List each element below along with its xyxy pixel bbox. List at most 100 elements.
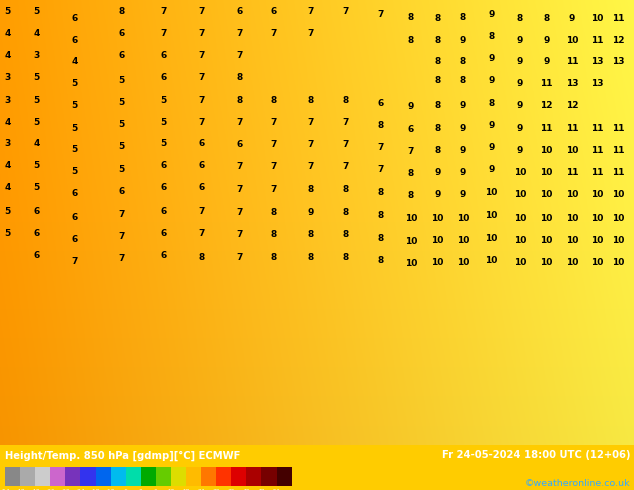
Text: 10: 10: [485, 234, 498, 243]
Text: 5: 5: [160, 96, 167, 104]
Text: 5: 5: [160, 139, 167, 148]
Text: 10: 10: [612, 236, 624, 245]
Text: 9: 9: [460, 101, 466, 110]
Text: 8: 8: [377, 234, 384, 243]
Text: 4: 4: [4, 183, 11, 192]
Text: 6: 6: [160, 229, 167, 238]
Text: 8: 8: [434, 123, 441, 133]
Text: 13: 13: [591, 57, 604, 66]
Text: 8: 8: [342, 208, 349, 217]
Text: 7: 7: [198, 51, 205, 60]
Text: 10: 10: [540, 146, 553, 155]
Text: 6: 6: [271, 7, 277, 16]
Text: 10: 10: [404, 237, 417, 245]
Text: 6: 6: [34, 251, 40, 260]
Text: 11: 11: [540, 123, 553, 133]
Text: 8: 8: [377, 188, 384, 196]
Text: 5: 5: [72, 123, 78, 133]
Text: 7: 7: [160, 29, 167, 38]
Text: 10: 10: [566, 258, 578, 267]
Text: 9: 9: [517, 36, 523, 46]
Text: 4: 4: [72, 57, 78, 66]
Text: 10: 10: [540, 214, 553, 222]
Text: 6: 6: [72, 36, 78, 45]
Text: 10: 10: [404, 259, 417, 268]
Text: 30: 30: [212, 489, 220, 490]
Bar: [261, 466, 276, 487]
Text: 7: 7: [307, 140, 314, 149]
Text: 7: 7: [198, 7, 205, 16]
Text: 5: 5: [119, 75, 125, 85]
Text: 9: 9: [307, 208, 314, 217]
Text: 7: 7: [119, 232, 125, 241]
Text: 8: 8: [236, 96, 243, 104]
Text: 7: 7: [236, 118, 243, 127]
Text: 10: 10: [566, 214, 578, 222]
Text: 12: 12: [566, 101, 578, 110]
Text: 8: 8: [342, 96, 349, 104]
Text: 5: 5: [34, 118, 40, 127]
Text: 7: 7: [198, 74, 205, 82]
Text: 6: 6: [72, 189, 78, 198]
Text: 24: 24: [197, 489, 205, 490]
Bar: [231, 466, 247, 487]
Bar: [216, 466, 231, 487]
Text: 5: 5: [34, 96, 40, 104]
Bar: [65, 466, 81, 487]
Text: 10: 10: [485, 211, 498, 220]
Text: 8: 8: [434, 14, 441, 23]
Text: 7: 7: [236, 51, 243, 60]
Text: 9: 9: [517, 101, 523, 110]
Text: 8: 8: [434, 75, 441, 85]
Text: 36: 36: [228, 489, 235, 490]
Text: 7: 7: [198, 207, 205, 216]
Text: 11: 11: [566, 123, 578, 133]
Text: 42: 42: [243, 489, 250, 490]
Text: -42: -42: [30, 489, 40, 490]
Text: 11: 11: [566, 57, 578, 66]
Text: 9: 9: [488, 121, 495, 130]
Text: 8: 8: [434, 57, 441, 66]
Text: 6: 6: [236, 7, 243, 16]
Text: 10: 10: [540, 168, 553, 177]
Text: 10: 10: [431, 258, 444, 267]
Text: 7: 7: [271, 185, 277, 194]
Text: 9: 9: [408, 102, 414, 111]
Text: 11: 11: [612, 14, 624, 23]
Text: 12: 12: [540, 101, 553, 110]
Text: 5: 5: [119, 165, 125, 173]
Bar: [36, 466, 50, 487]
Text: 7: 7: [198, 96, 205, 104]
Text: 7: 7: [307, 118, 314, 127]
Text: 13: 13: [591, 79, 604, 88]
Text: 9: 9: [488, 166, 495, 174]
Text: 12: 12: [612, 36, 624, 46]
Text: 7: 7: [236, 185, 243, 194]
Text: 11: 11: [612, 168, 624, 177]
Text: 9: 9: [460, 123, 466, 133]
Text: 10: 10: [591, 14, 604, 23]
Text: -18: -18: [91, 489, 100, 490]
Text: 10: 10: [591, 258, 604, 267]
Text: 6: 6: [160, 207, 167, 216]
Text: 6: 6: [72, 213, 78, 221]
Text: 6: 6: [34, 229, 40, 238]
Text: 7: 7: [236, 162, 243, 171]
Bar: [276, 466, 292, 487]
Text: 10: 10: [612, 258, 624, 267]
Text: 3: 3: [4, 139, 11, 148]
Text: 10: 10: [566, 36, 578, 46]
Text: 5: 5: [4, 229, 11, 238]
Text: 0: 0: [139, 489, 143, 490]
Text: 9: 9: [569, 14, 575, 23]
Text: 6: 6: [119, 29, 125, 38]
Text: -12: -12: [106, 489, 115, 490]
Text: ©weatheronline.co.uk: ©weatheronline.co.uk: [525, 479, 631, 488]
Text: 8: 8: [119, 7, 125, 16]
Text: 8: 8: [434, 146, 441, 155]
Text: 5: 5: [34, 7, 40, 16]
Bar: [141, 466, 156, 487]
Bar: [96, 466, 111, 487]
Text: 10: 10: [612, 214, 624, 222]
Text: 8: 8: [271, 230, 277, 240]
